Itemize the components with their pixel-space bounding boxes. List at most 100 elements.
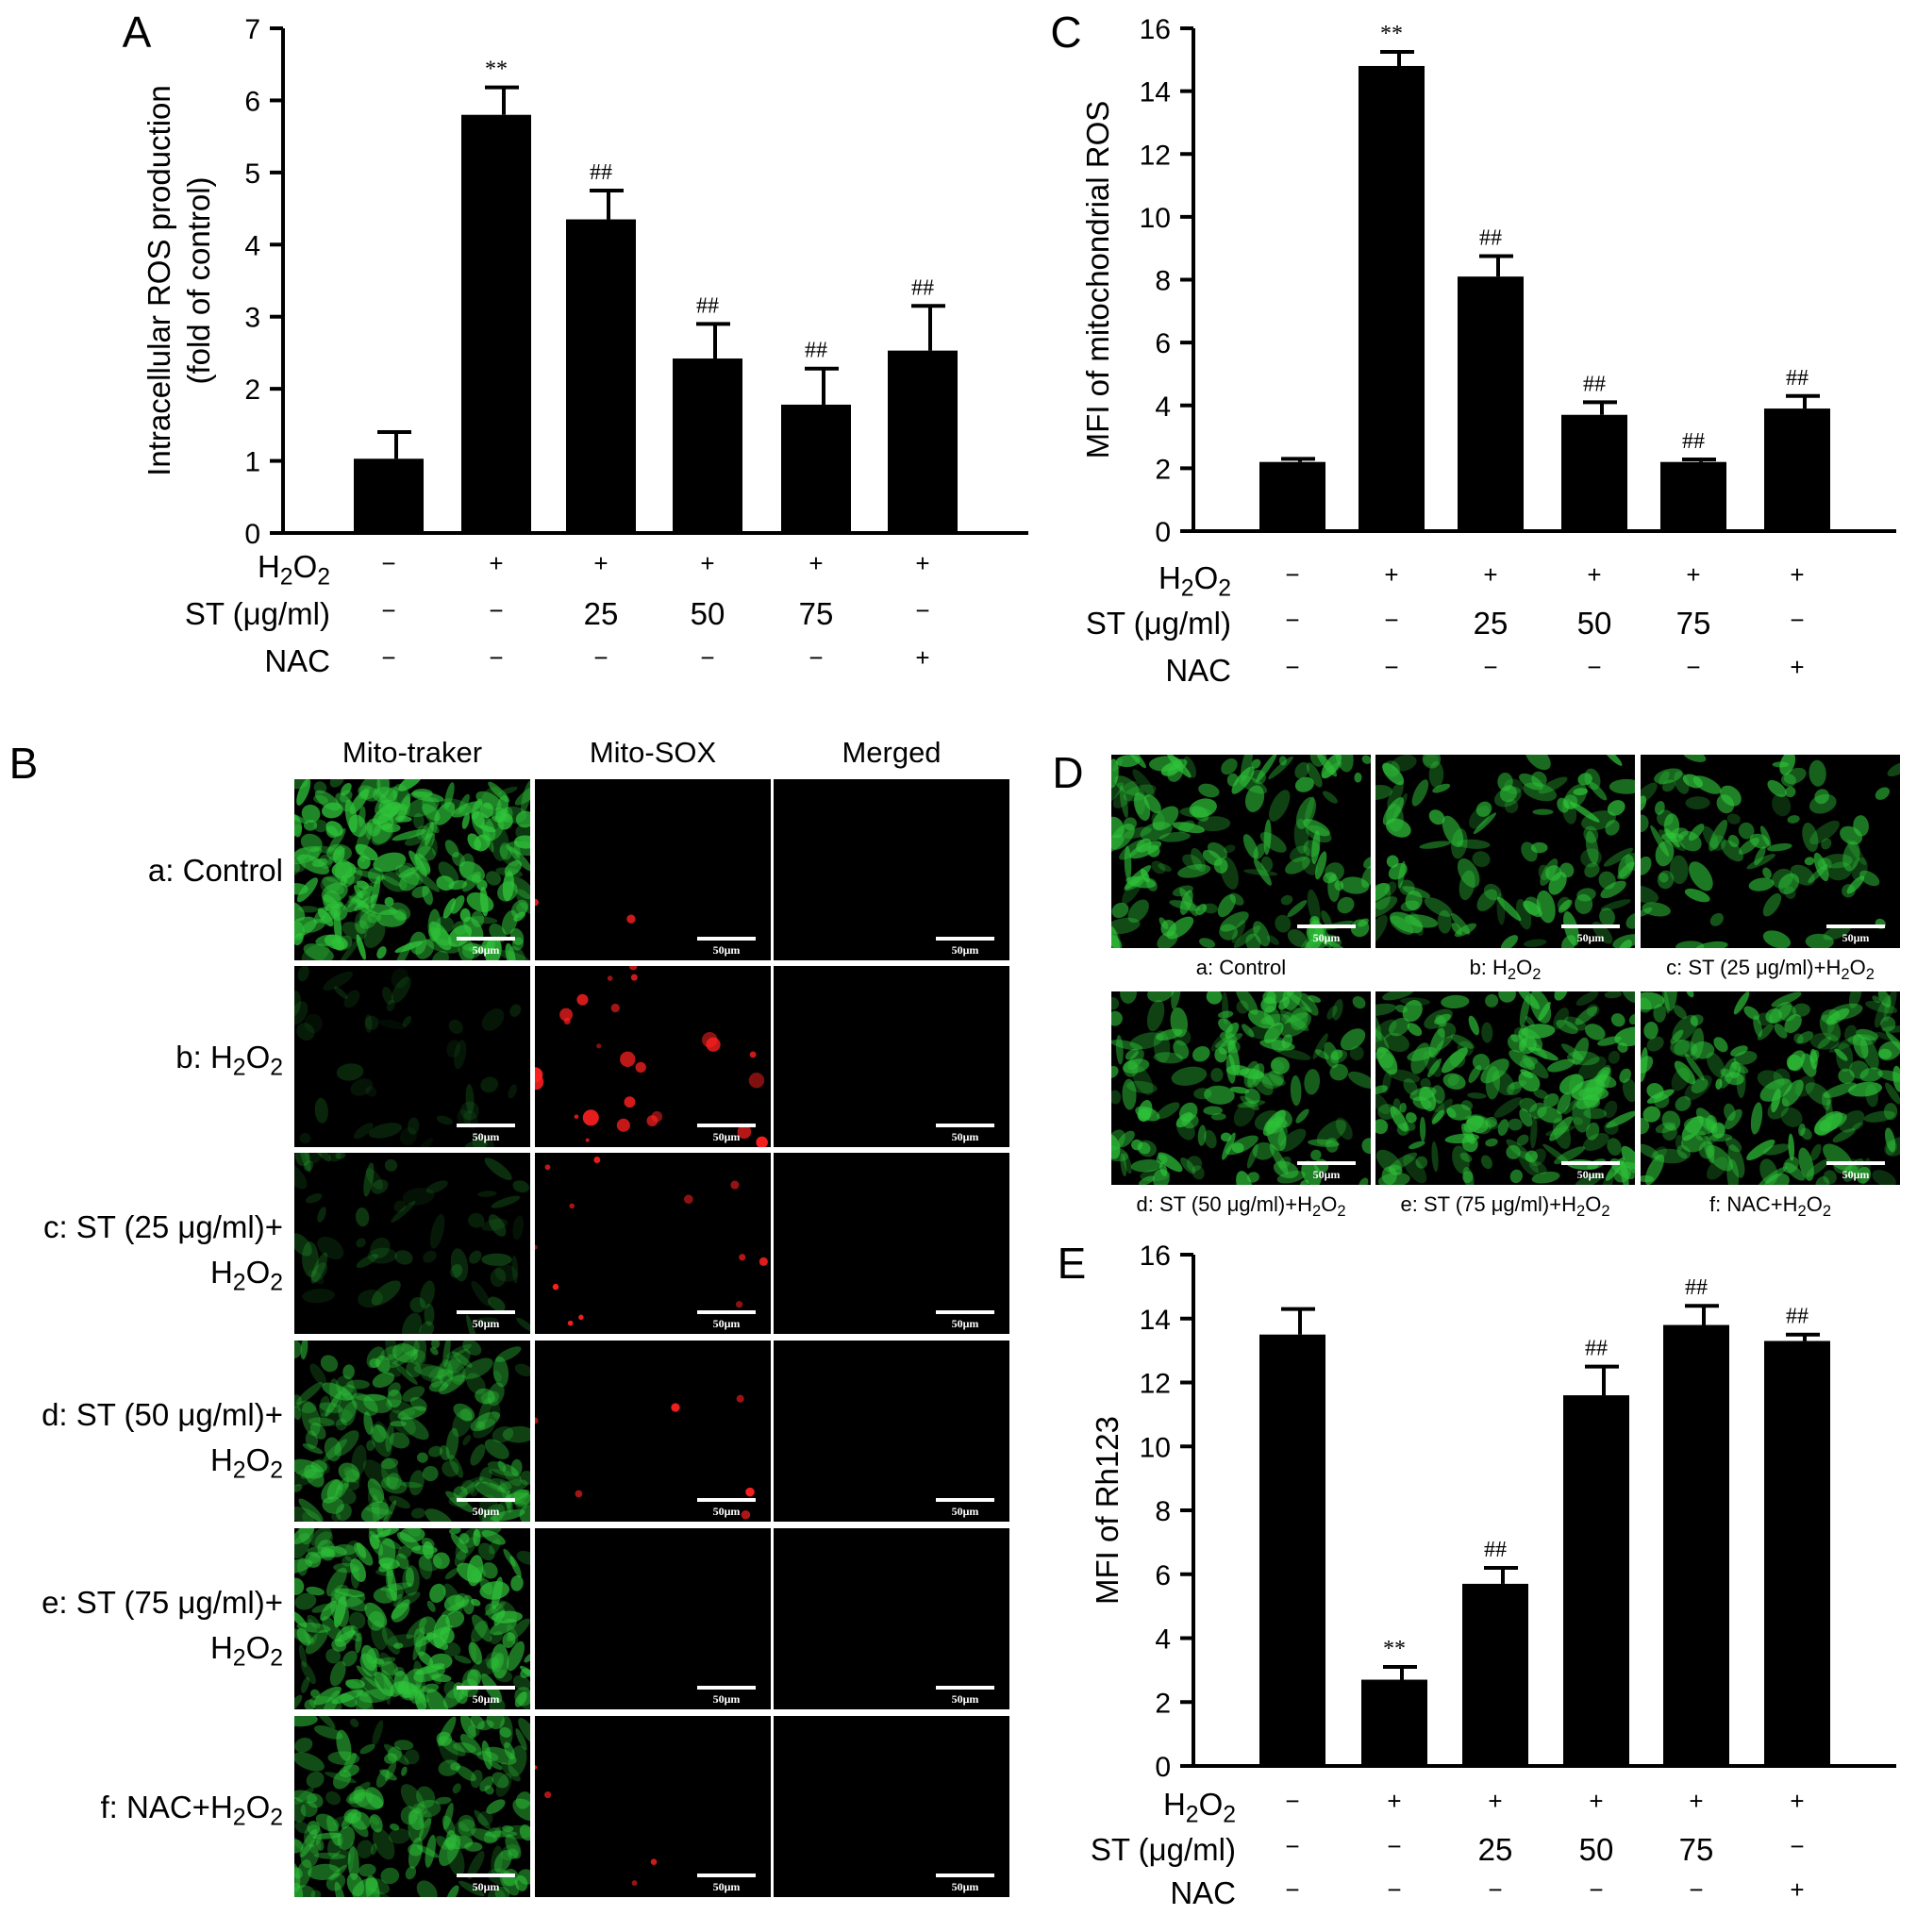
scale-bar-label: 50μm [1313,1168,1341,1181]
scale-bar-label: 50μm [713,1880,741,1893]
scale-bar [457,1874,515,1877]
scale-bar [1561,1161,1620,1165]
row-label-line2: H2O2 [210,1255,283,1295]
column-header: Mito-SOX [590,736,717,769]
y-tick-label: 14 [1140,1305,1171,1336]
scale-bar-label: 50μm [713,1505,741,1518]
micrograph: 50μm [1375,755,1635,948]
scale-bar-label: 50μm [1313,931,1341,944]
scale-bar-label: 50μm [952,1692,979,1706]
y-tick-label: 6 [1155,328,1171,359]
bar [461,114,531,533]
micrograph: 50μm [535,1716,771,1897]
y-tick-label: 14 [1140,77,1171,108]
row-label: c: ST (25 μg/ml)+ [43,1209,283,1244]
panel-c-chart: 0 2 4 6 8 10 12 14 16 MFI of mitochondrial ROS ** #… [1080,14,1896,688]
scale-bar [1561,924,1620,928]
significance-mark: ## [1685,1275,1708,1300]
y-tick-label: 4 [1155,391,1171,423]
treatment-row-label: ST (μg/ml) [185,596,330,631]
scale-bar [936,1124,994,1127]
treatment-cell: + [915,643,929,672]
treatment-cell: − [1285,560,1299,589]
y-tick-label: 12 [1140,1369,1171,1400]
y-tick-label: 6 [244,86,260,117]
treatment-cell: 75 [799,596,834,631]
treatment-cell: 75 [1679,1832,1714,1867]
scale-bar-label: 50μm [473,1505,500,1518]
micrograph: 50μm [1641,755,1900,948]
scale-bar-label: 50μm [473,1880,500,1893]
scale-bar-label: 50μm [1577,931,1605,944]
bar [1764,1341,1830,1766]
treatment-cell: 50 [1577,606,1612,641]
treatment-row-label: ST (μg/ml) [1091,1832,1236,1867]
bar [781,404,851,533]
scale-bar [697,937,756,941]
y-tick-label: 8 [1155,1496,1171,1527]
treatment-cell: − [1589,1875,1603,1904]
scale-bar-label: 50μm [952,943,979,957]
row-label-line2: H2O2 [210,1630,283,1671]
micrograph-caption: d: ST (50 μg/ml)+H2O2 [1137,1192,1346,1220]
panel-d-micrographs: 50μm a: Control 50μm b: H2O2 50μm c: ST (25 μ… [1111,755,1900,1220]
treatment-cell: + [1387,1787,1401,1815]
treatment-row-label: ST (μg/ml) [1086,606,1231,641]
treatment-row-label: H2O2 [1159,560,1231,601]
significance-mark: ## [911,275,934,300]
panel-b-micrographs: Mito-traker Mito-SOX Merged a: Control 50μm 5… [42,736,1009,1897]
treatment-cell: − [1285,1787,1299,1815]
micrograph: 50μm [535,779,771,960]
y-tick-label: 0 [1155,1752,1171,1783]
y-axis-label-2: (fold of control) [181,176,216,384]
scale-bar-label: 50μm [713,943,741,957]
row-label: e: ST (75 μg/ml)+ [42,1585,283,1620]
y-axis-label: Intracellular ROS production [142,85,176,476]
y-tick-label: 5 [244,158,260,190]
scale-bar [457,1124,515,1127]
treatment-cell: − [489,643,503,672]
panel-letter: B [9,739,39,788]
treatment-cell: − [489,596,503,625]
bar [1660,461,1726,531]
bar [566,219,636,534]
scale-bar [697,1686,756,1690]
y-tick-label: 2 [1155,454,1171,485]
micrograph: 50μm [294,1153,530,1334]
micrograph: 50μm [294,1528,530,1709]
bar [1359,65,1425,531]
micrograph: 50μm [774,1716,1009,1897]
scale-bar [1826,1161,1885,1165]
y-tick-label: 2 [244,375,260,406]
row-label: f: NAC+H2O2 [101,1790,284,1830]
significance-mark: ** [1380,22,1403,46]
scale-bar [936,937,994,941]
treatment-cell: + [1790,1787,1804,1815]
treatment-row-label: NAC [1170,1875,1236,1910]
bar [1563,1395,1629,1766]
y-tick-label: 6 [1155,1560,1171,1591]
micrograph: 50μm [774,1153,1009,1334]
micrograph: 50μm [1641,991,1900,1185]
scale-bar-label: 50μm [713,1130,741,1143]
treatment-cell: + [1689,1787,1703,1815]
y-tick-label: 12 [1140,140,1171,171]
treatment-row-label: H2O2 [1163,1787,1236,1827]
bar [1764,408,1830,531]
scale-bar-label: 50μm [952,1317,979,1330]
treatment-cell: + [489,549,503,577]
treatment-cell: + [1483,560,1497,589]
panel-letter: C [1050,8,1081,57]
treatment-cell: − [1488,1875,1502,1904]
treatment-cell: + [915,549,929,577]
micrograph: 50μm [535,1528,771,1709]
bar [1561,414,1627,531]
treatment-cell: 50 [1579,1832,1614,1867]
scale-bar-label: 50μm [473,943,500,957]
treatment-row-label: NAC [1165,653,1231,688]
significance-mark: ** [485,58,508,82]
micrograph: 50μm [1111,755,1371,948]
treatment-cell: 75 [1676,606,1711,641]
y-tick-label: 10 [1140,1432,1171,1463]
